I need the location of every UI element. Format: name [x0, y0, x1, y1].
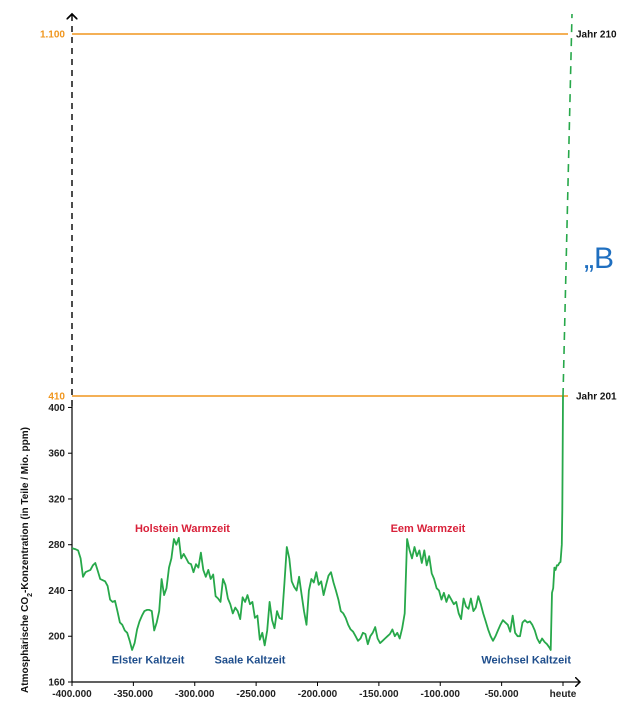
x-tick-label: -100.000 [421, 689, 461, 700]
projection-line [562, 13, 573, 397]
reference-label-0: Jahr 210 [576, 30, 617, 41]
cold-period-label: Elster Kaltzeit [112, 655, 185, 667]
y-tick-label: 200 [48, 632, 65, 643]
reference-label-1: Jahr 201 [576, 392, 617, 403]
y-tick-label: 240 [48, 586, 65, 597]
cold-period-label: Weichsel Kaltzeit [481, 655, 571, 667]
x-tick-label: -250.000 [236, 689, 276, 700]
y-tick-label: 400 [48, 403, 65, 414]
y-axis-label: Atmosphärische CO2-Konzentration (in Tei… [20, 427, 34, 693]
x-tick-label: heute [550, 689, 577, 700]
y-tick-label: 360 [48, 449, 65, 460]
y-tick-label: 320 [48, 494, 65, 505]
reference-value-0: 1.100 [40, 30, 65, 41]
reference-value-1: 410 [48, 392, 65, 403]
callout-text: „B [584, 242, 614, 275]
x-tick-label: -200.000 [298, 689, 338, 700]
warm-period-label: Holstein Warmzeit [135, 523, 230, 535]
x-tick-label: -400.000 [52, 689, 92, 700]
x-tick-label: -300.000 [175, 689, 215, 700]
x-tick-label: -50.000 [485, 689, 519, 700]
co2-series-line [71, 395, 564, 651]
x-tick-label: -350.000 [114, 689, 154, 700]
warm-period-label: Eem Warmzeit [391, 523, 466, 535]
y-tick-label: 160 [48, 678, 65, 689]
y-tick-label: 280 [48, 540, 65, 551]
x-tick-label: -150.000 [359, 689, 399, 700]
cold-period-label: Saale Kaltzeit [215, 655, 286, 667]
